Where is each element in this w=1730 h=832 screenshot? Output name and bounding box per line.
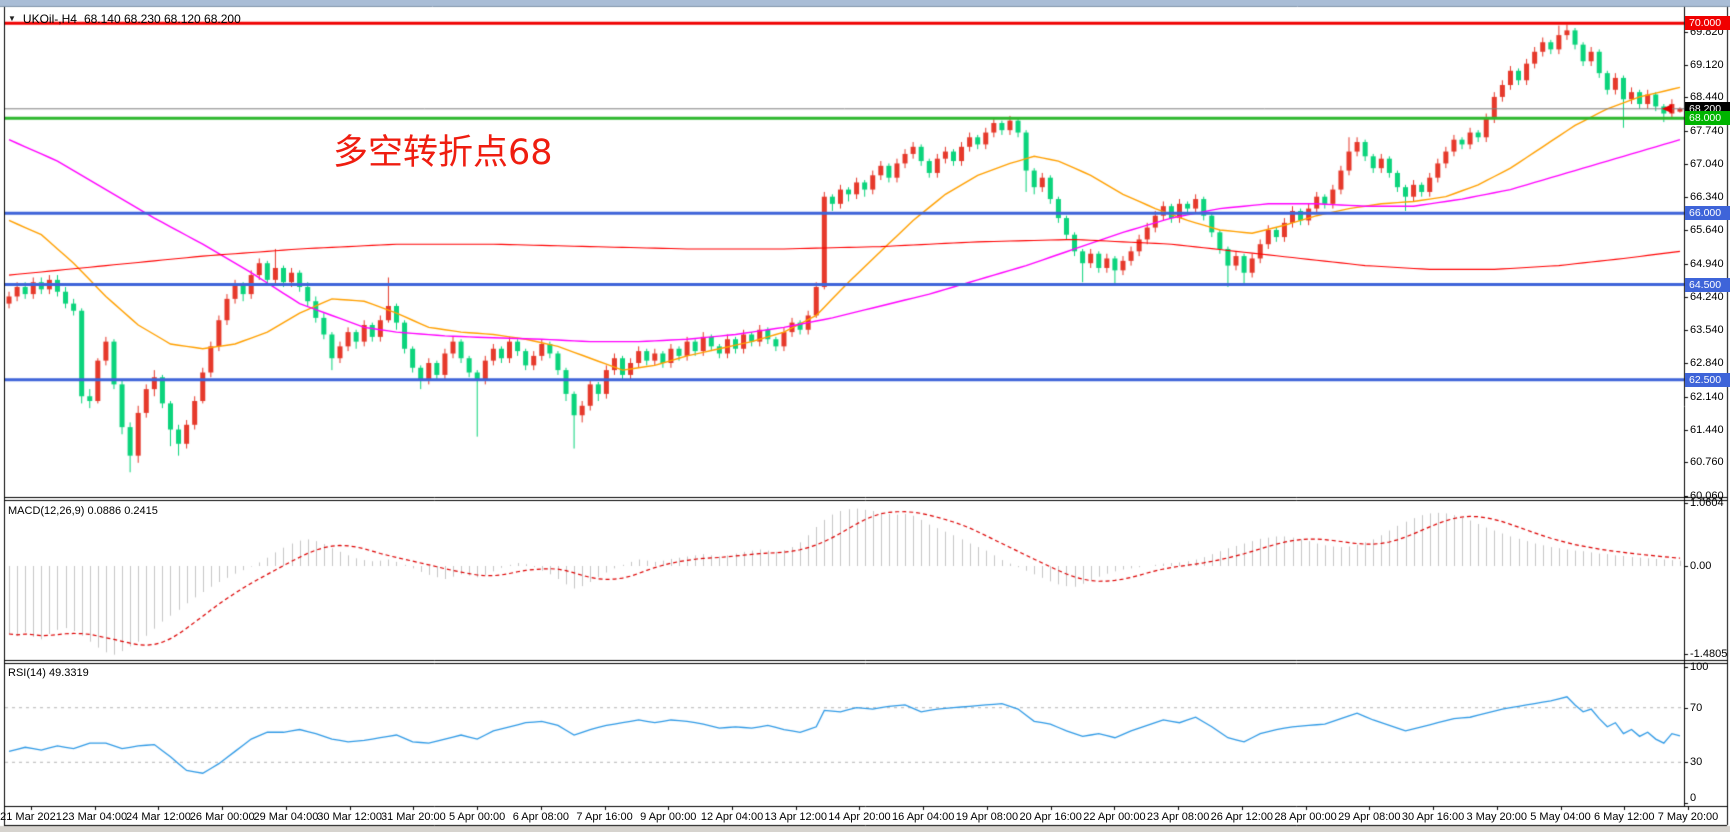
chart-window: ▼ UKOil-,H4 68.140 68.230 68.120 68.200 … [0,0,1730,832]
chart-canvas[interactable] [0,0,1730,832]
